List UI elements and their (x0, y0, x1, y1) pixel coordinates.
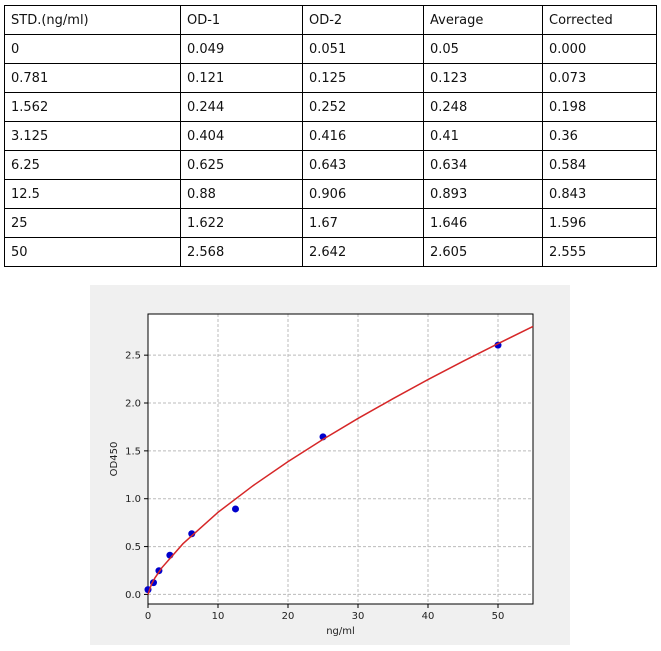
cell: 0.893 (423, 179, 543, 209)
cell: 1.67 (302, 208, 424, 238)
y-tick-label: 1.0 (125, 494, 141, 505)
x-axis-label: ng/ml (326, 626, 355, 637)
y-tick-label: 1.5 (125, 446, 141, 457)
cell: 0.123 (423, 63, 543, 93)
cell: 0.906 (302, 179, 424, 209)
cell: 0.248 (423, 92, 543, 122)
cell: 2.605 (423, 237, 543, 267)
cell: 0.781 (4, 63, 181, 93)
cell: STD.(ng/ml) (4, 5, 181, 35)
standards-table: STD.(ng/ml) OD-1 OD-2 Average Corrected 0 0.04… (4, 5, 657, 267)
cell: OD-1 (180, 5, 303, 35)
x-tick-label: 20 (282, 611, 295, 622)
cell: 50 (4, 237, 181, 267)
x-tick-label: 0 (145, 611, 151, 622)
data-row: 6.25 0.625 0.643 0.634 0.584 (4, 150, 657, 180)
cell: 0.049 (180, 34, 303, 64)
x-tick-label: 10 (212, 611, 225, 622)
y-tick-label: 2.5 (125, 351, 141, 362)
cell: 0.073 (542, 63, 657, 93)
data-row: 12.5 0.88 0.906 0.893 0.843 (4, 179, 657, 209)
cell: 2.568 (180, 237, 303, 267)
cell: 6.25 (4, 150, 181, 180)
data-row: 0 0.049 0.051 0.05 0.000 (4, 34, 657, 64)
cell: 12.5 (4, 179, 181, 209)
cell: 0 (4, 34, 181, 64)
cell: 2.642 (302, 237, 424, 267)
y-tick-label: 0.0 (125, 590, 141, 601)
cell: 1.646 (423, 208, 543, 238)
cell: 0.198 (542, 92, 657, 122)
plot-area (148, 314, 533, 604)
cell: 0.000 (542, 34, 657, 64)
cell: OD-2 (302, 5, 424, 35)
data-point (188, 530, 196, 538)
cell: 0.404 (180, 121, 303, 151)
cell: 3.125 (4, 121, 181, 151)
data-point (232, 505, 239, 513)
data-row: 3.125 0.404 0.416 0.41 0.36 (4, 121, 657, 151)
cell: 0.121 (180, 63, 303, 93)
x-tick-label: 40 (422, 611, 435, 622)
cell: 0.051 (302, 34, 424, 64)
cell: 1.562 (4, 92, 181, 122)
cell: 2.555 (542, 237, 657, 267)
fit-curve (147, 325, 534, 595)
cell: 0.634 (423, 150, 543, 180)
cell: 0.584 (542, 150, 657, 180)
header-row: STD.(ng/ml) OD-1 OD-2 Average Corrected (4, 5, 657, 35)
chart: 0 10 20 30 40 50 0.0 0.5 1.0 1.5 2.0 2.5 ng/ml OD450 (90, 285, 570, 645)
cell: 1.622 (180, 208, 303, 238)
y-tick-label: 2.0 (125, 399, 141, 410)
cell: 0.244 (180, 92, 303, 122)
data-row: 0.781 0.121 0.125 0.123 0.073 (4, 63, 657, 93)
cell: 25 (4, 208, 181, 238)
cell: 0.643 (302, 150, 424, 180)
cell: 0.05 (423, 34, 543, 64)
cell: 0.125 (302, 63, 424, 93)
cell: 0.252 (302, 92, 424, 122)
x-tick-label: 50 (492, 611, 505, 622)
y-axis-label: OD450 (109, 442, 120, 477)
data-row: 50 2.568 2.642 2.605 2.555 (4, 237, 657, 267)
cell: 0.625 (180, 150, 303, 180)
cell: 0.41 (423, 121, 543, 151)
cell: Average (423, 5, 543, 35)
cell: 0.416 (302, 121, 424, 151)
plot-frame (147, 313, 534, 605)
y-tick-label: 0.5 (125, 542, 141, 553)
cell: 0.843 (542, 179, 657, 209)
data-row: 1.562 0.244 0.252 0.248 0.198 (4, 92, 657, 122)
cell: 0.88 (180, 179, 303, 209)
cell: 0.36 (542, 121, 657, 151)
cell: 1.596 (542, 208, 657, 238)
cell: Corrected (542, 5, 657, 35)
x-tick-label: 30 (352, 611, 365, 622)
data-row: 25 1.622 1.67 1.646 1.596 (4, 208, 657, 238)
